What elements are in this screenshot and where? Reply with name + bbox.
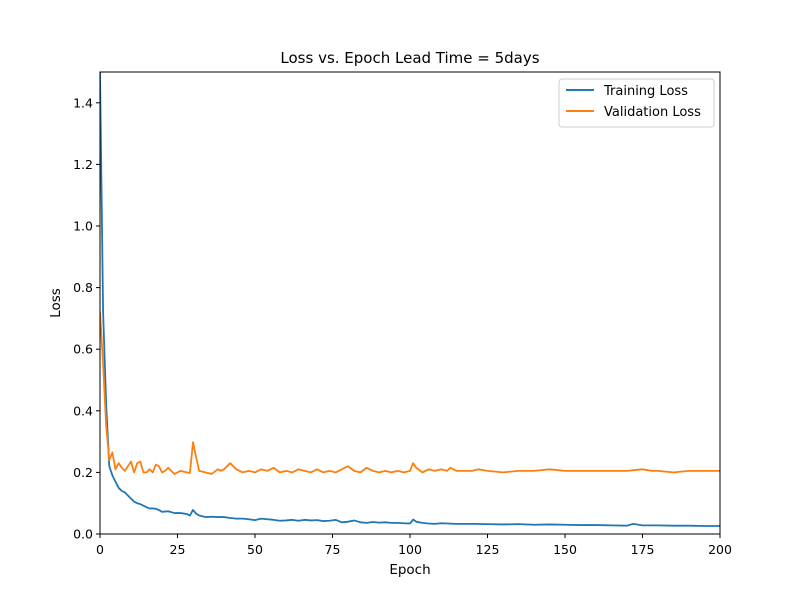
y-axis-label: Loss (48, 288, 64, 318)
x-axis-label: Epoch (389, 562, 430, 578)
y-tick-label: 0.2 (73, 465, 93, 480)
chart-title: Loss vs. Epoch Lead Time = 5days (280, 49, 539, 67)
validation-loss-line (100, 312, 720, 475)
y-tick-label: 0.0 (73, 527, 93, 542)
legend-label-validation: Validation Loss (604, 105, 701, 120)
y-tick-label: 0.8 (73, 280, 93, 295)
x-tick-label: 175 (631, 542, 655, 557)
y-tick-label: 0.6 (73, 342, 93, 357)
y-tick-label: 1.4 (73, 95, 93, 110)
legend-label-training: Training Loss (603, 84, 688, 99)
x-tick-label: 75 (325, 542, 341, 557)
x-tick-label: 200 (708, 542, 732, 557)
y-tick-label: 1.2 (73, 157, 93, 172)
x-tick-label: 50 (247, 542, 263, 557)
y-tick-label: 1.0 (73, 219, 93, 234)
x-tick-label: 0 (96, 542, 104, 557)
x-tick-label: 125 (476, 542, 500, 557)
legend: Training Loss Validation Loss (558, 78, 715, 128)
x-tick-label: 150 (553, 542, 577, 557)
plot-frame (99, 71, 721, 535)
x-tick-label: 100 (398, 542, 422, 557)
legend-box (558, 78, 715, 128)
training-loss-line (100, 72, 720, 527)
x-tick-label: 25 (170, 542, 186, 557)
y-tick-label: 0.4 (73, 403, 93, 418)
